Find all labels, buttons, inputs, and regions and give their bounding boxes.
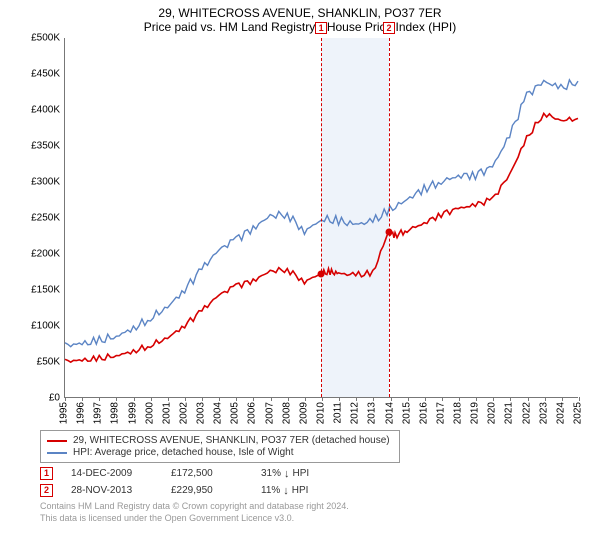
datapoint-row: 1 14-DEC-2009£172,50031%↓HPI	[40, 467, 590, 480]
legend-label: HPI: Average price, detached house, Isle…	[73, 447, 294, 458]
arrow-down-icon: ↓	[284, 468, 290, 480]
legend-item: 29, WHITECROSS AVENUE, SHANKLIN, PO37 7E…	[47, 435, 393, 446]
x-axis-label: 2008	[281, 402, 292, 424]
y-axis-label: £150K	[31, 285, 60, 296]
x-axis-label: 1995	[59, 402, 70, 424]
x-axis-label: 2023	[538, 402, 549, 424]
x-axis-label: 2016	[418, 402, 429, 424]
datapoint-row: 2 28-NOV-2013£229,95011%↓HPI	[40, 484, 590, 497]
x-axis-label: 2022	[521, 402, 532, 424]
datapoint-diff: 31%↓HPI	[261, 468, 351, 480]
y-axis: £0£50K£100K£150K£200K£250K£300K£350K£400…	[16, 38, 64, 426]
x-axis-label: 2013	[367, 402, 378, 424]
marker-line-1	[321, 38, 322, 397]
chart-title: 29, WHITECROSS AVENUE, SHANKLIN, PO37 7E…	[10, 6, 590, 20]
x-axis: 1995199619971998199920002001200220032004…	[64, 398, 578, 426]
x-axis-label: 2004	[213, 402, 224, 424]
x-axis-label: 2015	[401, 402, 412, 424]
chart-subtitle: Price paid vs. HM Land Registry's House …	[10, 20, 590, 34]
x-axis-tick	[579, 397, 580, 401]
marker-label-1: 1	[315, 22, 327, 34]
x-axis-label: 2000	[144, 402, 155, 424]
x-axis-label: 2003	[196, 402, 207, 424]
footer-attribution: Contains HM Land Registry data © Crown c…	[40, 501, 590, 524]
x-axis-label: 2009	[298, 402, 309, 424]
marker-dot-1	[318, 270, 325, 277]
x-axis-label: 2005	[230, 402, 241, 424]
x-axis-label: 2014	[384, 402, 395, 424]
x-axis-label: 1997	[93, 402, 104, 424]
marker-line-2	[389, 38, 390, 397]
footer-line-1: Contains HM Land Registry data © Crown c…	[40, 501, 590, 513]
y-axis-label: £450K	[31, 69, 60, 80]
legend-swatch	[47, 452, 67, 454]
datapoints-table: 1 14-DEC-2009£172,50031%↓HPI 2 28-NOV-2013£…	[40, 467, 590, 497]
y-axis-label: £50K	[37, 357, 60, 368]
x-axis-label: 2021	[504, 402, 515, 424]
x-axis-label: 2020	[487, 402, 498, 424]
legend-item: HPI: Average price, detached house, Isle…	[47, 447, 393, 458]
legend-panel: 29, WHITECROSS AVENUE, SHANKLIN, PO37 7E…	[40, 430, 400, 463]
x-axis-label: 2019	[470, 402, 481, 424]
x-axis-label: 2012	[350, 402, 361, 424]
y-axis-label: £250K	[31, 213, 60, 224]
legend-label: 29, WHITECROSS AVENUE, SHANKLIN, PO37 7E…	[73, 435, 390, 446]
y-axis-label: £300K	[31, 177, 60, 188]
arrow-down-icon: ↓	[283, 485, 289, 497]
x-axis-label: 2011	[333, 402, 344, 424]
y-axis-label: £100K	[31, 321, 60, 332]
y-axis-label: £500K	[31, 33, 60, 44]
x-axis-label: 2024	[555, 402, 566, 424]
x-axis-label: 1999	[127, 402, 138, 424]
x-axis-label: 2002	[178, 402, 189, 424]
y-axis-label: £400K	[31, 105, 60, 116]
x-axis-label: 2010	[316, 402, 327, 424]
x-axis-label: 1998	[110, 402, 121, 424]
legend-swatch	[47, 440, 67, 442]
x-axis-label: 2006	[247, 402, 258, 424]
datapoint-price: £229,950	[171, 485, 261, 496]
x-axis-label: 2017	[435, 402, 446, 424]
x-axis-label: 2018	[453, 402, 464, 424]
y-axis-label: £350K	[31, 141, 60, 152]
datapoint-id-box: 1	[40, 467, 53, 480]
datapoint-date: 14-DEC-2009	[71, 468, 171, 479]
x-axis-label: 2007	[264, 402, 275, 424]
x-axis-label: 1996	[76, 402, 87, 424]
x-axis-label: 2025	[573, 402, 584, 424]
footer-line-2: This data is licensed under the Open Gov…	[40, 513, 590, 525]
chart-container: 29, WHITECROSS AVENUE, SHANKLIN, PO37 7E…	[0, 0, 600, 560]
marker-label-2: 2	[383, 22, 395, 34]
marker-dot-2	[385, 229, 392, 236]
datapoint-date: 28-NOV-2013	[71, 485, 171, 496]
datapoint-price: £172,500	[171, 468, 261, 479]
y-axis-label: £200K	[31, 249, 60, 260]
datapoint-id-box: 2	[40, 484, 53, 497]
x-axis-label: 2001	[161, 402, 172, 424]
chart-area: £0£50K£100K£150K£200K£250K£300K£350K£400…	[16, 38, 578, 426]
plot-area: 12	[64, 38, 578, 398]
datapoint-diff: 11%↓HPI	[261, 485, 351, 497]
